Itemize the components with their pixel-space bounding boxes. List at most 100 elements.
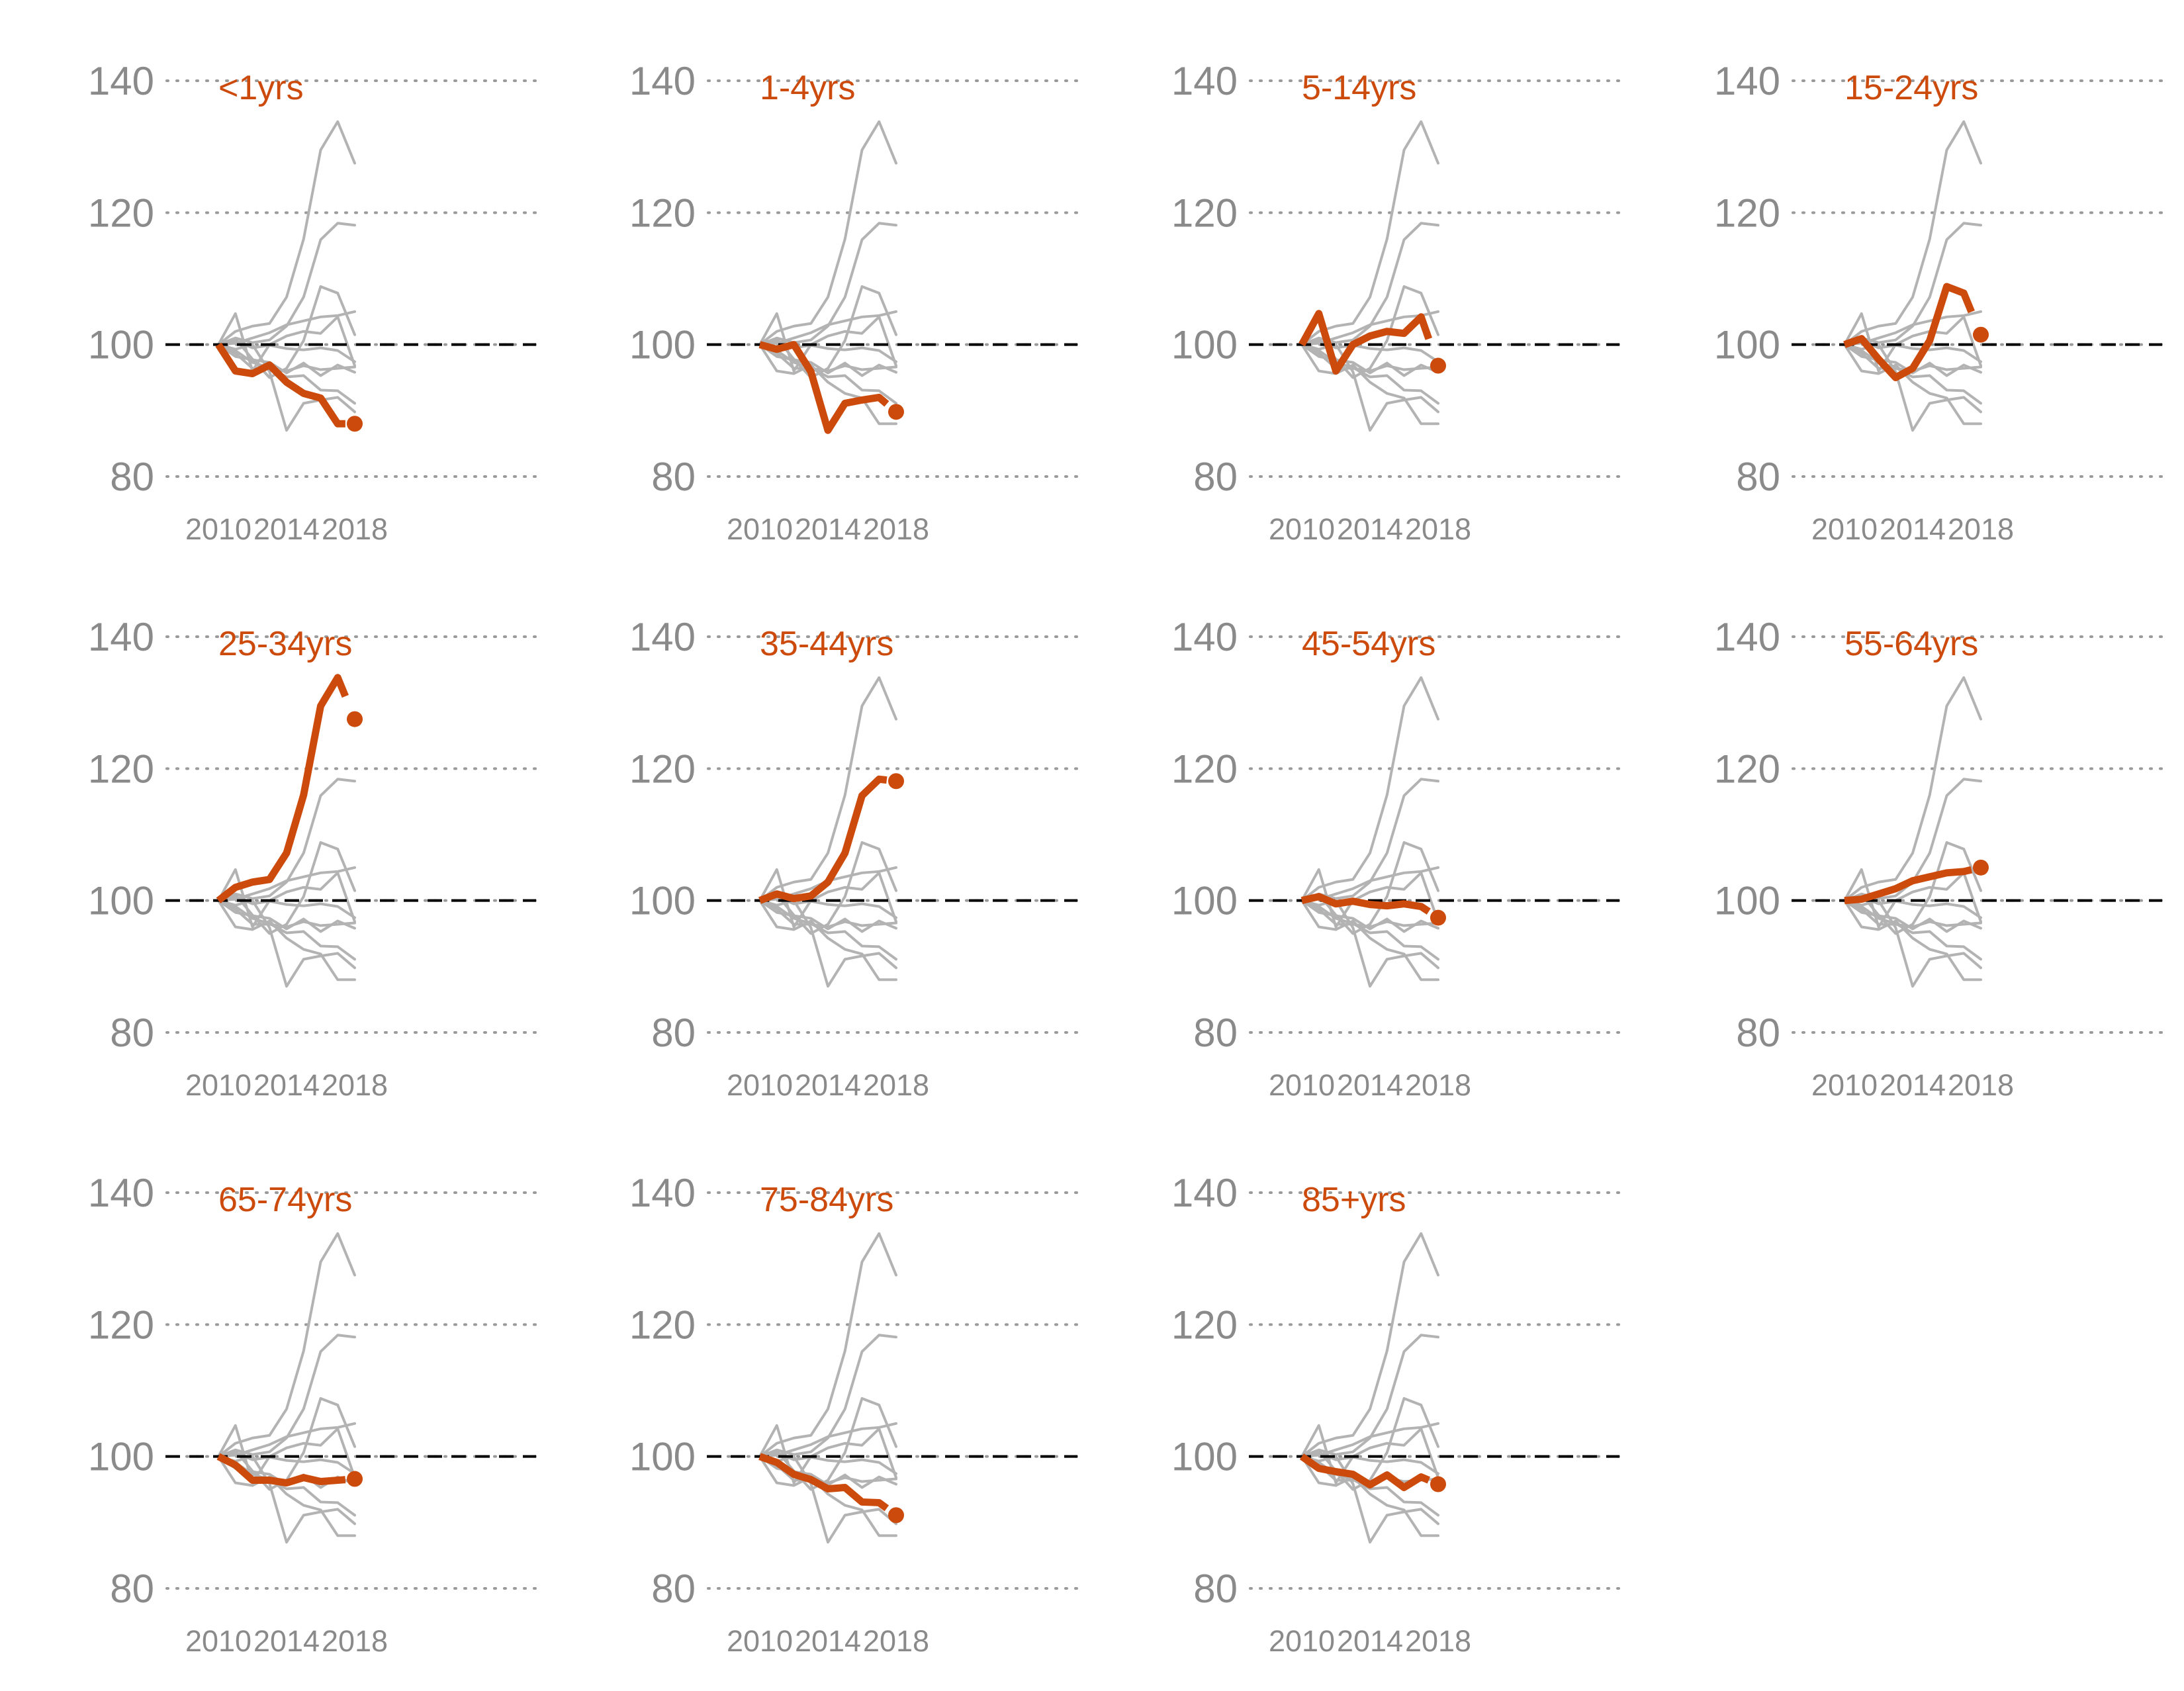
panel--1yrs: 80 100 120 140 2010 2014 2018 <1yrs — [88, 59, 541, 546]
last-value-point — [1430, 909, 1446, 926]
y-tick-label: 140 — [629, 59, 696, 103]
background-series-line — [758, 120, 897, 346]
x-tick-label: 2014 — [1337, 512, 1403, 546]
x-tick-label: 2010 — [1811, 1068, 1878, 1102]
y-tick-label: 80 — [1193, 455, 1238, 499]
panel-75-84yrs: 80 100 120 140 2010 2014 2018 75-84yrs — [629, 1171, 1082, 1658]
y-tick-label: 140 — [88, 59, 154, 103]
background-series-line — [1843, 312, 1982, 373]
y-tick-label: 100 — [629, 323, 696, 367]
background-series-line — [1843, 841, 1982, 935]
last-value-point — [888, 773, 904, 790]
background-series-line — [758, 899, 897, 961]
y-tick-label: 140 — [629, 615, 696, 659]
highlight-series-line — [758, 775, 887, 904]
panel-title: 55-64yrs — [1844, 625, 1978, 663]
x-tick-label: 2018 — [1405, 1068, 1471, 1102]
background-series-line — [758, 1396, 897, 1491]
y-tick-label: 100 — [629, 1435, 696, 1479]
background-series-line — [217, 312, 356, 373]
background-series-line — [217, 1232, 356, 1458]
y-tick-label: 120 — [629, 747, 696, 791]
x-tick-label: 2014 — [1337, 1068, 1403, 1102]
background-series-line — [1300, 899, 1439, 982]
x-tick-label: 2014 — [1337, 1624, 1403, 1658]
panel-title: <1yrs — [218, 69, 304, 107]
y-tick-label: 140 — [1714, 59, 1780, 103]
panel-title: 15-24yrs — [1844, 69, 1978, 107]
x-tick-label: 2014 — [795, 512, 861, 546]
y-tick-label: 80 — [110, 455, 154, 499]
y-tick-label: 100 — [88, 323, 154, 367]
background-series-line — [758, 339, 897, 363]
background-series-line — [217, 120, 356, 346]
background-series-line — [1843, 899, 1982, 933]
background-series-line — [758, 899, 897, 988]
highlight-series-line — [1300, 893, 1431, 915]
highlight-series-line — [758, 1453, 889, 1512]
background-series-line — [217, 899, 356, 933]
y-tick-label: 120 — [1171, 747, 1238, 791]
y-tick-label: 100 — [88, 1435, 154, 1479]
y-tick-label: 120 — [1171, 191, 1238, 235]
background-series-line — [1843, 343, 1982, 405]
panel-title: 5-14yrs — [1302, 69, 1416, 107]
panel-title: 1-4yrs — [760, 69, 855, 107]
background-series-line — [758, 1455, 897, 1544]
y-tick-label: 140 — [1714, 615, 1780, 659]
highlight-series-line — [1843, 283, 1975, 381]
background-series-line — [217, 866, 356, 902]
background-series-line — [217, 899, 356, 961]
background-series-line — [758, 1424, 897, 1485]
y-tick-label: 120 — [88, 747, 154, 791]
background-series-line — [1300, 1424, 1439, 1485]
highlight-series-line — [1299, 1453, 1430, 1492]
last-value-point — [347, 711, 363, 727]
x-tick-label: 2014 — [795, 1624, 861, 1658]
background-series-line — [758, 899, 897, 933]
background-series-line — [217, 899, 356, 982]
panel-title: 75-84yrs — [760, 1181, 893, 1219]
y-tick-label: 120 — [1714, 191, 1780, 235]
x-tick-label: 2014 — [253, 512, 320, 546]
background-series-line — [217, 1424, 356, 1485]
x-tick-label: 2014 — [1880, 1068, 1946, 1102]
highlight-series-line — [1298, 310, 1433, 375]
highlight-series-line — [215, 342, 345, 428]
y-tick-label: 100 — [1714, 879, 1780, 923]
y-tick-label: 120 — [1171, 1303, 1238, 1347]
y-tick-label: 120 — [88, 1303, 154, 1347]
last-value-point — [1430, 357, 1446, 374]
background-series-line — [1300, 1451, 1439, 1475]
panel-5-14yrs: 80 100 120 140 2010 2014 2018 5-14yrs — [1171, 59, 1624, 546]
background-series-line — [1843, 868, 1982, 929]
x-tick-label: 2014 — [253, 1068, 320, 1102]
y-tick-label: 100 — [1171, 879, 1238, 923]
background-series-line — [217, 285, 356, 379]
background-series-line — [217, 343, 356, 405]
background-series-line — [758, 1451, 897, 1475]
y-tick-label: 140 — [1171, 1171, 1238, 1215]
x-tick-label: 2018 — [322, 1068, 388, 1102]
background-series-line — [217, 895, 356, 919]
highlight-series-line — [758, 341, 889, 434]
x-tick-label: 2010 — [727, 512, 793, 546]
background-series-line — [1300, 899, 1439, 961]
background-series-line — [1843, 676, 1982, 902]
background-series-line — [1843, 899, 1982, 988]
panel-title: 65-74yrs — [218, 1181, 352, 1219]
background-series-line — [1843, 343, 1982, 377]
background-series-line — [758, 310, 897, 346]
y-tick-label: 140 — [88, 1171, 154, 1215]
last-value-point — [1430, 1476, 1446, 1492]
panel-65-74yrs: 80 100 120 140 2010 2014 2018 65-74yrs — [88, 1171, 541, 1658]
background-series-line — [217, 343, 356, 432]
background-series-line — [758, 676, 897, 902]
y-tick-label: 80 — [1193, 1011, 1238, 1055]
background-series-line — [1843, 899, 1982, 982]
background-series-line — [217, 1422, 356, 1458]
last-value-point — [1973, 859, 1989, 876]
background-series-line — [217, 1455, 356, 1537]
y-tick-label: 140 — [1171, 615, 1238, 659]
background-series-line — [1300, 841, 1439, 935]
